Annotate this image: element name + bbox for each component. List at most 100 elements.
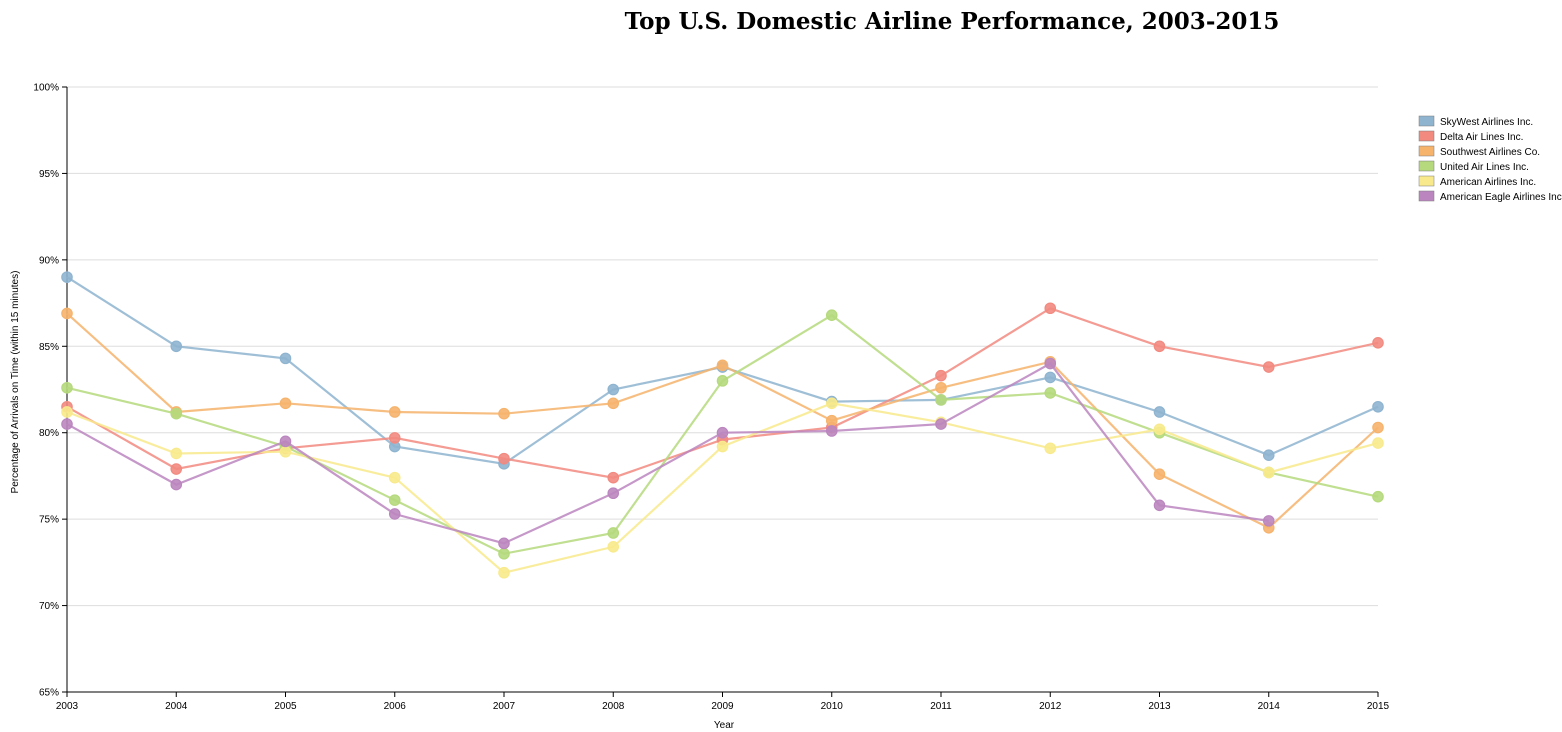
data-point[interactable]	[1044, 302, 1057, 315]
data-point[interactable]	[388, 406, 401, 418]
data-point[interactable]	[1153, 340, 1166, 353]
legend-item: Southwest Airlines Co.	[1418, 145, 1540, 158]
data-point[interactable]	[716, 375, 729, 387]
x-tick-label: 2004	[165, 701, 188, 712]
y-tick-label: 80%	[39, 428, 59, 439]
data-point[interactable]	[935, 394, 947, 406]
data-point[interactable]	[61, 418, 73, 430]
series-2	[61, 307, 1384, 534]
data-point[interactable]	[607, 397, 620, 410]
data-point[interactable]	[935, 369, 947, 382]
data-point[interactable]	[61, 307, 73, 320]
data-point[interactable]	[388, 432, 401, 444]
data-point[interactable]	[1372, 490, 1384, 503]
data-point[interactable]	[388, 508, 401, 520]
data-point[interactable]	[825, 309, 838, 321]
data-point[interactable]	[170, 407, 183, 420]
data-point[interactable]	[1153, 406, 1166, 418]
legend-item: Delta Air Lines Inc.	[1418, 130, 1523, 143]
data-point[interactable]	[498, 566, 510, 579]
data-point[interactable]	[170, 447, 183, 460]
legend-swatch	[1418, 175, 1435, 187]
data-point[interactable]	[607, 383, 620, 396]
data-point[interactable]	[61, 271, 73, 283]
data-point[interactable]	[170, 463, 183, 475]
series-line	[66, 362, 1269, 545]
x-tick-label: 2005	[274, 701, 297, 712]
data-point[interactable]	[388, 494, 401, 506]
legend-swatch	[1418, 115, 1435, 127]
data-point[interactable]	[1262, 449, 1275, 461]
data-point[interactable]	[607, 540, 620, 553]
data-point[interactable]	[607, 527, 620, 539]
data-point[interactable]	[1372, 437, 1384, 449]
x-tick-label: 2013	[1148, 701, 1171, 712]
data-point[interactable]	[825, 397, 838, 410]
y-tick-label: 70%	[39, 601, 59, 612]
data-point[interactable]	[498, 547, 510, 560]
legend-item: United Air Lines Inc.	[1418, 160, 1529, 173]
gridlines	[67, 86, 1378, 607]
data-point[interactable]	[825, 414, 838, 427]
data-point[interactable]	[498, 452, 510, 465]
data-point[interactable]	[61, 406, 73, 418]
data-point[interactable]	[716, 440, 729, 453]
series-5	[61, 357, 1275, 550]
x-tick-label: 2014	[1258, 701, 1281, 712]
y-tick-label: 75%	[39, 515, 59, 526]
y-tick-label: 85%	[39, 342, 59, 353]
data-point[interactable]	[498, 537, 510, 550]
data-point[interactable]	[1262, 515, 1275, 527]
data-point[interactable]	[388, 471, 401, 484]
data-point[interactable]	[1372, 421, 1384, 434]
data-point[interactable]	[716, 426, 729, 439]
data-point[interactable]	[279, 352, 292, 365]
data-point[interactable]	[825, 425, 838, 437]
data-point[interactable]	[279, 397, 292, 410]
legend-swatch	[1418, 130, 1435, 142]
legend-label: Southwest Airlines Co.	[1440, 147, 1540, 158]
legend-swatch	[1418, 160, 1435, 172]
legend-label: American Eagle Airlines Inc.	[1440, 192, 1562, 203]
legend-swatch	[1418, 145, 1435, 157]
data-point[interactable]	[279, 445, 292, 458]
data-point[interactable]	[607, 487, 620, 500]
data-point[interactable]	[607, 471, 620, 484]
y-tick-label: 90%	[39, 255, 59, 266]
y-axis-title: Percentage of Arrivals on Time (within 1…	[10, 271, 21, 494]
chart-title: Top U.S. Domestic Airline Performance, 2…	[624, 8, 1280, 35]
data-point[interactable]	[935, 418, 947, 430]
data-point[interactable]	[1044, 371, 1057, 384]
series-group	[61, 271, 1384, 579]
series-4	[61, 397, 1384, 579]
x-tick-label: 2011	[930, 701, 952, 712]
x-tick-label: 2008	[602, 701, 625, 712]
legend-label: American Airlines Inc.	[1440, 177, 1536, 188]
data-point[interactable]	[1262, 361, 1275, 373]
data-point[interactable]	[1044, 442, 1057, 455]
data-point[interactable]	[1262, 466, 1275, 479]
data-point[interactable]	[716, 359, 729, 372]
y-tick-label: 95%	[39, 169, 59, 180]
data-point[interactable]	[61, 381, 73, 394]
legend-label: SkyWest Airlines Inc.	[1440, 117, 1533, 128]
data-point[interactable]	[1044, 387, 1057, 399]
data-point[interactable]	[1153, 468, 1166, 480]
data-point[interactable]	[498, 407, 510, 420]
x-tick-label: 2003	[56, 701, 79, 712]
legend-item: American Eagle Airlines Inc.	[1418, 190, 1562, 203]
data-point[interactable]	[1372, 400, 1384, 413]
data-point[interactable]	[1044, 357, 1057, 370]
data-point[interactable]	[935, 381, 947, 394]
data-point[interactable]	[279, 435, 292, 448]
data-point[interactable]	[1153, 499, 1166, 512]
data-point[interactable]	[1153, 423, 1166, 436]
legend-item: SkyWest Airlines Inc.	[1418, 115, 1533, 128]
x-axis-title: Year	[714, 720, 735, 731]
data-point[interactable]	[1372, 337, 1384, 349]
data-point[interactable]	[170, 478, 183, 491]
x-tick-label: 2009	[711, 701, 734, 712]
x-tick-label: 2010	[821, 701, 844, 712]
data-point[interactable]	[170, 340, 183, 353]
